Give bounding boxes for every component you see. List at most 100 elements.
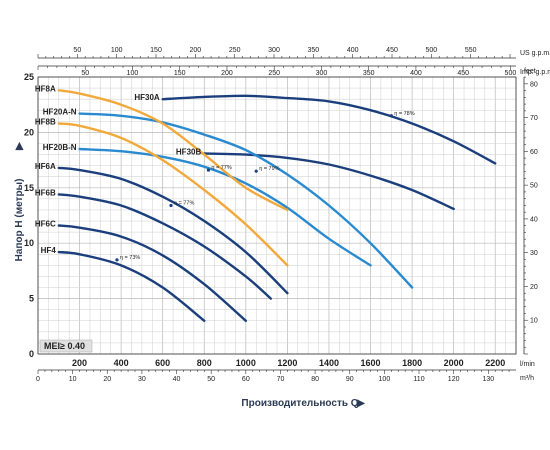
series-label-hf4: HF4: [41, 246, 57, 255]
m3h-tick-label: 50: [207, 376, 215, 383]
efficiency-marker: [206, 168, 211, 172]
us-gpm-tick-label: 100: [111, 47, 123, 54]
m3h-tick-label: 70: [277, 376, 285, 383]
curve-hf30b: [203, 152, 455, 211]
m3h-tick-label: 60: [242, 376, 250, 383]
y-tick-label: 10: [24, 238, 34, 248]
plot-frame: [37, 76, 517, 355]
us-gpm-tick-label: 400: [347, 47, 359, 54]
x-tick-label: 1200: [277, 358, 297, 368]
us-gpm-tick-label: 500: [426, 47, 438, 54]
series-label-hf20a-n: HF20A-N: [43, 108, 77, 117]
y-axis-title-arrow: ▶: [14, 141, 25, 151]
right-tick-label: 30: [530, 250, 538, 257]
efficiency-label: η = 77%: [174, 201, 194, 207]
us-gpm-tick-label: 350: [308, 47, 320, 54]
x-tick-label: 2000: [444, 358, 464, 368]
x-tick-label: 400: [114, 358, 129, 368]
m3h-tick-label: 90: [346, 376, 354, 383]
y-tick-label: 25: [24, 72, 34, 82]
m3h-tick-label: 10: [69, 376, 77, 383]
curve-hf6a: [57, 166, 289, 295]
mei-box: [39, 339, 93, 353]
us-gpm-tick-label: 50: [73, 47, 81, 54]
m3h-tick-label-zero: 0: [36, 376, 40, 383]
curve-hf8b: [57, 122, 289, 267]
m3h-tick-label: 40: [173, 376, 181, 383]
x-tick-label: 1600: [361, 358, 381, 368]
imp-gpm-tick-label: 50: [81, 70, 89, 77]
series-label-hf30b: HF30B: [176, 147, 202, 156]
efficiency-marker: [169, 203, 173, 208]
imp-gpm-tick-label: 450: [457, 70, 469, 77]
curve-hf6c: [57, 224, 247, 322]
x-tick-label: 2200: [485, 358, 505, 368]
efficiency-marker: [389, 114, 393, 118]
right-unit-label: feet: [524, 68, 536, 75]
series-label-hf8a: HF8A: [35, 84, 56, 93]
m3h-tick-label: 120: [448, 376, 460, 383]
x-axis-title-arrow: ▶: [356, 398, 366, 409]
right-tick-label: 20: [530, 284, 538, 291]
mei-label: MEI≥ 0.40: [44, 341, 85, 351]
labels: HF30A HF30B HF20A-N HF20B-N HF8A HF8B HF6A HF6B…: [35, 84, 415, 353]
imp-gpm-tick-label: 500: [505, 70, 517, 77]
right-tick-label: 40: [530, 216, 538, 223]
us-gpm-tick-label: 300: [268, 47, 280, 54]
m3h-tick-label: 100: [379, 376, 391, 383]
us-gpm-tick-label: 450: [386, 47, 398, 54]
y-tick-label: 20: [24, 127, 34, 137]
us-gpm-tick-label: 150: [150, 47, 162, 54]
us-gpm-tick-label: 550: [465, 47, 477, 54]
y-tick-label: 15: [24, 183, 34, 193]
imp-gpm-unit-label: Imp. g.p.m.: [520, 69, 550, 76]
imp-gpm-tick-label: 250: [268, 70, 280, 77]
m3h-tick-label: 80: [311, 376, 319, 383]
right-tick-label: 10: [530, 318, 538, 325]
imp-gpm-tick-label: 100: [127, 70, 139, 77]
m3h-tick-label: 110: [413, 376, 424, 383]
series-label-hf30a: HF30A: [134, 93, 160, 102]
curve-hf4: [57, 250, 206, 322]
curve-hf20b-n: [78, 147, 372, 267]
efficiency-label: η = 79%: [259, 166, 279, 172]
us-gpm-tick-label: 250: [229, 47, 241, 54]
x-tick-label: 1400: [319, 358, 339, 368]
imp-gpm-tick-label: 200: [221, 70, 233, 77]
series-label-hf6a: HF6A: [35, 162, 56, 171]
imp-gpm-tick-label: 400: [410, 70, 422, 77]
curve-hf30a: [161, 94, 497, 165]
x-axis-title: Производительность Q: [241, 398, 358, 409]
right-tick-label: 60: [530, 149, 538, 156]
series-label-hf8b: HF8B: [35, 118, 56, 127]
curve-hf8a: [57, 89, 289, 212]
imp-gpm-tick-label: 350: [363, 70, 375, 77]
x-tick-label: 200: [72, 358, 87, 368]
efficiency-marker: [115, 258, 119, 262]
x-unit-label: l/min: [520, 361, 535, 368]
grid: [37, 76, 517, 355]
imp-gpm-tick-label: 150: [174, 70, 186, 77]
curves: [57, 89, 497, 322]
efficiency-label: η = 78%: [394, 111, 414, 117]
series-label-hf6b: HF6B: [35, 188, 56, 197]
m3h-tick-label: 20: [103, 376, 111, 383]
us-gpm-tick-label: 200: [189, 47, 201, 54]
y-tick-label: 5: [29, 294, 34, 304]
curve-hf6b: [57, 193, 272, 300]
efficiency-marker: [254, 169, 258, 173]
x-tick-label: 1000: [236, 358, 256, 368]
right-tick-label: 50: [530, 183, 538, 190]
series-label-hf20b-n: HF20B-N: [43, 143, 77, 152]
right-tick-label: 70: [530, 115, 538, 122]
y-tick-label-zero: 0: [29, 349, 34, 359]
x-tick-label: 800: [197, 358, 212, 368]
us-gpm-unit-label: US g.p.m.: [520, 50, 550, 57]
efficiency-label: η = 77%: [211, 165, 231, 171]
x-tick-label: 600: [155, 358, 170, 368]
m3h-unit-label: m³/h: [520, 375, 534, 382]
right-tick-label: 80: [530, 81, 538, 88]
m3h-tick-label: 30: [138, 376, 146, 383]
y-axis-title: Напор H (метры): [14, 179, 25, 262]
